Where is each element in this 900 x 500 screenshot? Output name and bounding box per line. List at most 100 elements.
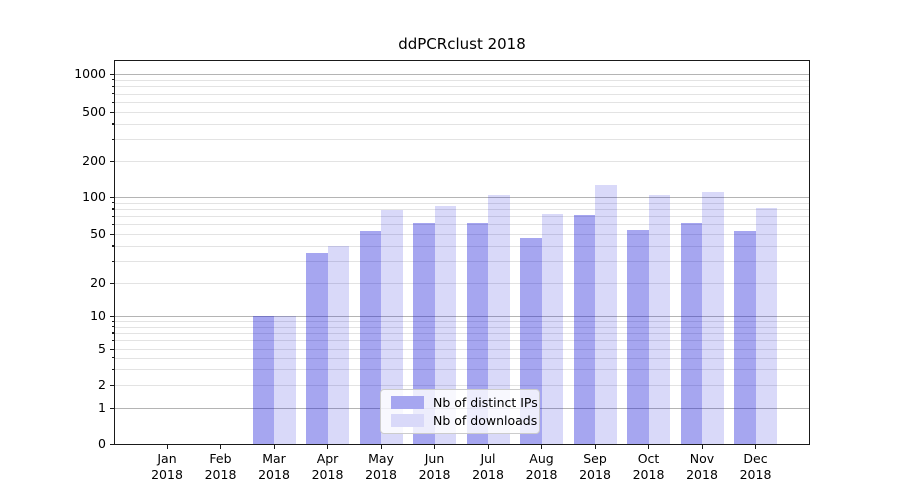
plot-area: Nb of distinct IPs Nb of downloads [114,60,810,445]
minor-gridline-y-7 [115,332,809,334]
bar-downloads-dec [755,208,777,444]
minor-gridline-y-70 [115,216,809,218]
x-tick-label-oct: Oct 2018 [618,451,680,483]
y-minor-tick-600 [111,101,114,103]
x-tick-label-nov: Nov 2018 [671,451,733,483]
x-tick-jun [434,445,436,449]
x-tick-jan [166,445,168,449]
bar-ips-mar [252,316,274,444]
bar-ips-oct [627,229,649,444]
y-tick-200 [110,160,114,162]
bar-downloads-may [381,209,403,444]
y-tick-label-200: 200 [82,153,106,168]
grid-layer [115,61,809,444]
y-minor-tick-700 [111,93,114,95]
y-minor-tick-80 [111,208,114,210]
x-tick-year-sep: 2018 [579,467,611,482]
x-tick-label-mar: Mar 2018 [243,451,305,483]
gridline-y-5 [115,349,809,350]
gridline-y-20 [115,283,809,284]
minor-gridline-y-700 [115,93,809,95]
minor-gridline-y-60 [115,224,809,226]
bar-ips-may [359,230,381,444]
y-tick-5 [110,348,114,350]
y-tick-100 [110,196,114,198]
minor-gridline-y-4 [115,357,809,359]
x-tick-year-apr: 2018 [311,467,344,482]
y-tick-label-0: 0 [98,436,106,451]
minor-gridline-y-80 [115,208,809,210]
x-tick-feb [220,445,222,449]
y-tick-0 [110,443,114,445]
bar-ips-dec [734,230,756,444]
gridline-y-50 [115,234,809,235]
gridline-y-10 [115,316,809,317]
bar-downloads-jul [488,194,510,444]
minor-gridline-y-3 [115,369,809,371]
x-tick-jul [487,445,489,449]
y-tick-20 [110,282,114,284]
bar-downloads-nov [702,192,724,444]
minor-gridline-y-30 [115,261,809,263]
bar-ips-jun [413,223,435,444]
legend-item-downloads: Nb of downloads [391,413,539,428]
x-tick-oct [648,445,650,449]
gridline-y-100 [115,197,809,198]
gridline-y-200 [115,161,809,162]
bar-downloads-mar [274,316,296,444]
legend: Nb of distinct IPs Nb of downloads [380,389,540,434]
y-tick-label-500: 500 [82,104,106,119]
y-tick-50 [110,233,114,235]
legend-label-downloads: Nb of downloads [433,413,538,428]
gridline-y-2 [115,385,809,386]
x-tick-year-jun: 2018 [418,467,451,482]
x-tick-sep [594,445,596,449]
gridline-y-1000 [115,74,809,75]
y-tick-label-20: 20 [90,275,106,290]
x-tick-label-jun: Jun 2018 [404,451,466,483]
gridline-y-500 [115,112,809,113]
x-tick-year-mar: 2018 [258,467,290,482]
x-tick-label-aug: Aug 2018 [511,451,573,483]
bar-downloads-oct [648,195,670,444]
chart-title: ddPCRclust 2018 [398,35,526,53]
x-tick-year-may: 2018 [365,467,397,482]
minor-gridline-y-8 [115,326,809,328]
x-tick-may [380,445,382,449]
y-tick-10 [110,315,114,317]
bar-ips-jul [466,222,488,444]
y-tick-label-100: 100 [82,189,106,204]
x-tick-label-dec: Dec 2018 [725,451,787,483]
y-minor-tick-400 [111,123,114,125]
y-tick-label-1000: 1000 [74,66,106,81]
x-tick-year-jan: 2018 [151,467,183,482]
x-tick-apr [327,445,329,449]
y-tick-2 [110,384,114,386]
x-tick-label-sep: Sep 2018 [564,451,626,483]
x-tick-label-jan: Jan 2018 [136,451,198,483]
y-minor-tick-9 [111,320,114,322]
x-tick-year-feb: 2018 [204,467,237,482]
minor-gridline-y-400 [115,123,809,125]
y-tick-1 [110,407,114,409]
x-tick-year-dec: 2018 [739,467,772,482]
legend-swatch-distinct-ips [391,396,424,409]
legend-swatch-downloads [391,414,424,427]
x-tick-nov [701,445,703,449]
bar-downloads-jun [434,205,456,444]
x-tick-mar [273,445,275,449]
legend-label-distinct-ips: Nb of distinct IPs [433,395,538,410]
y-minor-tick-300 [111,138,114,140]
minor-gridline-y-90 [115,202,809,204]
bar-ips-apr [306,253,328,444]
minor-gridline-y-40 [115,245,809,247]
x-tick-year-nov: 2018 [686,467,718,482]
bars-layer [115,61,809,444]
y-minor-tick-6 [111,339,114,341]
y-minor-tick-4 [111,357,114,359]
x-tick-year-aug: 2018 [525,467,558,482]
x-tick-label-apr: Apr 2018 [297,451,359,483]
minor-gridline-y-9 [115,321,809,323]
